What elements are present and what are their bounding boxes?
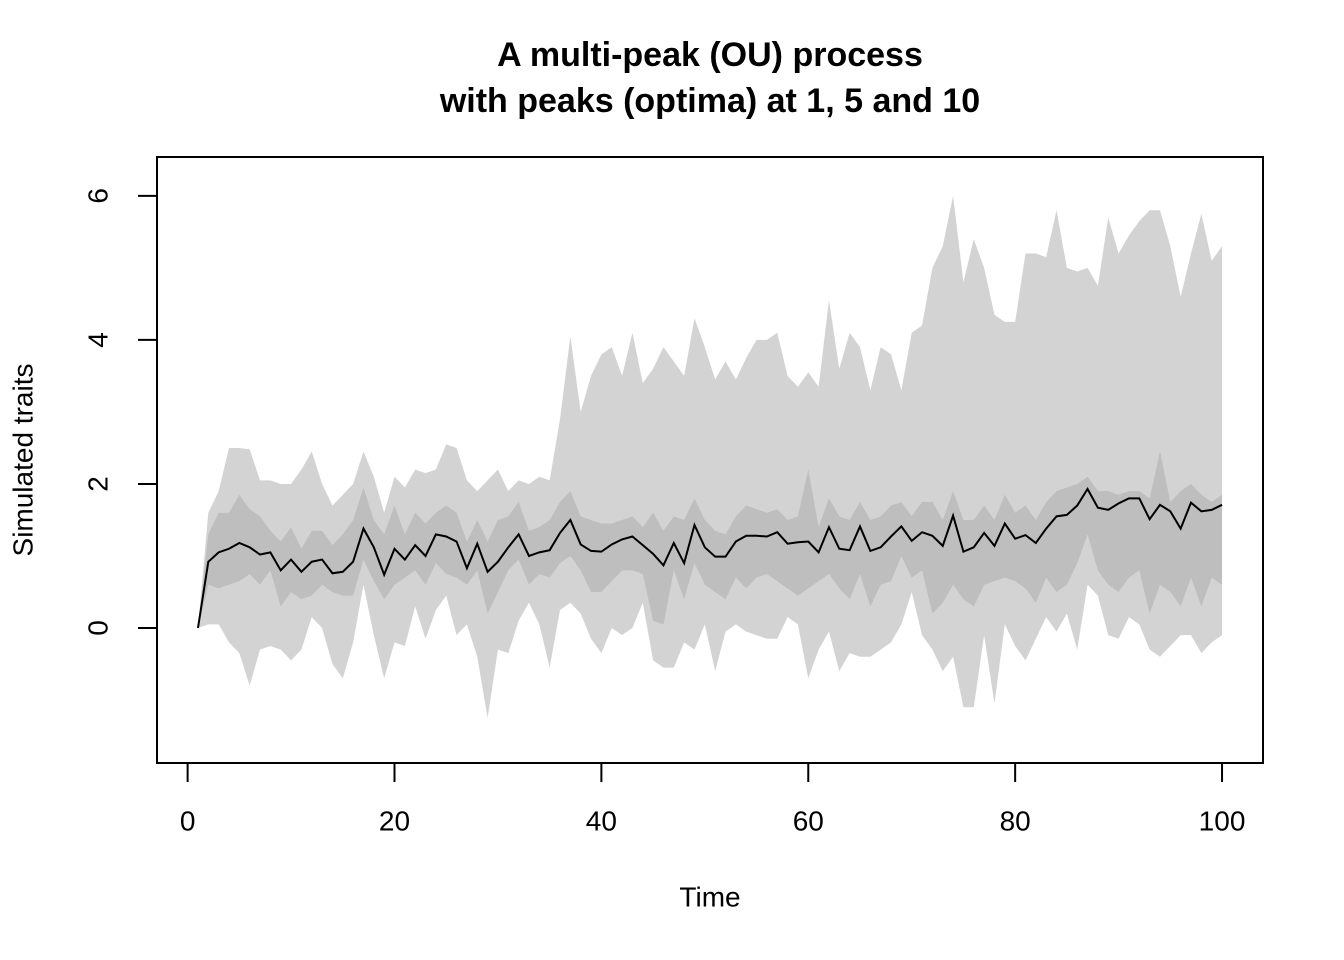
x-tick-label: 100 (1199, 805, 1246, 836)
line (196, 487, 1223, 629)
x-tick-label: 0 (180, 805, 196, 836)
y-axis-label: Simulated traits (7, 364, 38, 557)
y-tick-label: 4 (82, 332, 113, 348)
x-tick-label: 80 (1000, 805, 1031, 836)
y-tick-label: 0 (82, 620, 113, 636)
x-tick-label: 20 (379, 805, 410, 836)
chart-title: with peaks (optima) at 1, 5 and 10 (439, 82, 980, 120)
chart-title: A multi-peak (OU) process (497, 36, 923, 74)
y-tick-label: 2 (82, 476, 113, 492)
x-tick-label: 40 (586, 805, 617, 836)
x-axis-label: Time (679, 881, 740, 912)
band (197, 451, 1223, 628)
y-tick-label: 6 (82, 188, 113, 204)
x-tick-label: 60 (793, 805, 824, 836)
band (197, 195, 1223, 718)
